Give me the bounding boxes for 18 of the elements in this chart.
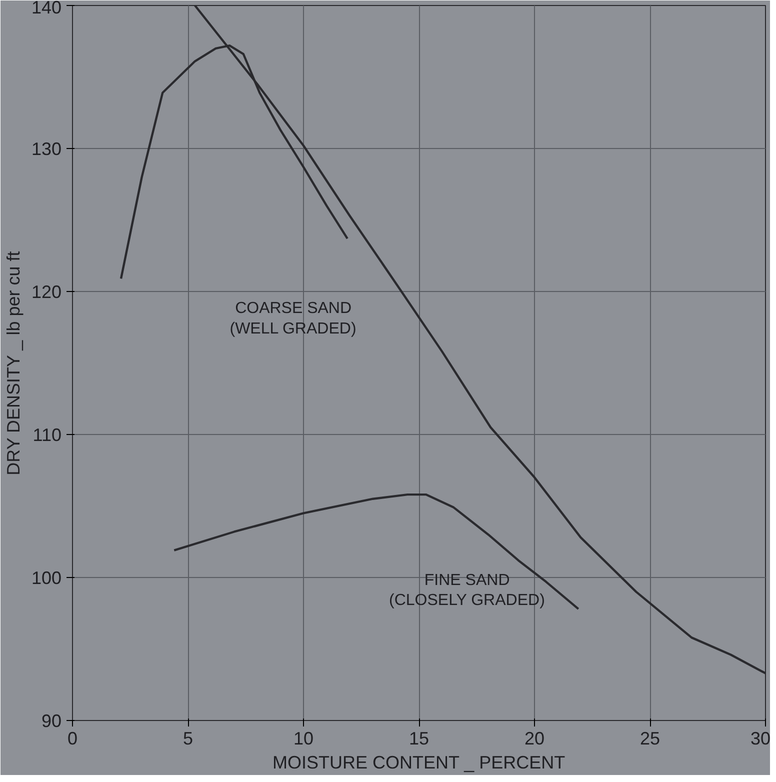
x-tick-label: 10 (293, 728, 314, 748)
y-tick-label: 90 (41, 711, 62, 731)
y-axis-title: DRY DENSITY _ lb per cu ft (3, 251, 24, 476)
y-tick-label: 120 (31, 282, 62, 302)
annotation: FINE SAND (CLOSELY GRADED) (389, 572, 545, 610)
x-tick-label: 0 (67, 728, 78, 748)
x-tick-label: 5 (182, 728, 194, 748)
x-tick-label: 30 (750, 728, 771, 748)
y-tick-label: 130 (31, 139, 62, 159)
x-tick-label: 20 (524, 728, 545, 748)
y-tick-label: 100 (31, 568, 62, 588)
x-tick-label: 25 (640, 728, 660, 748)
y-tick-label: 110 (32, 425, 62, 445)
x-tick-label: 15 (408, 728, 430, 748)
y-tick-label: 140 (31, 0, 62, 18)
x-axis-title: MOISTURE CONTENT _ PERCENT (272, 752, 566, 772)
annotation: COARSE SAND (WELL GRADED) (230, 300, 356, 338)
line-series (173, 493, 580, 610)
